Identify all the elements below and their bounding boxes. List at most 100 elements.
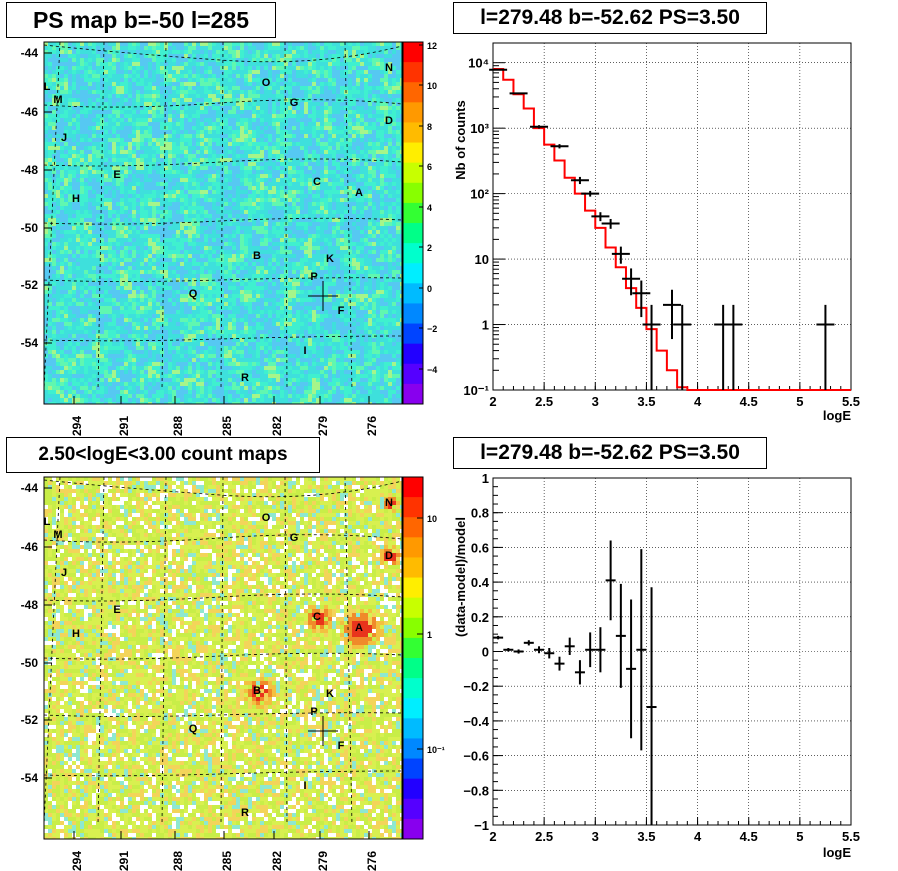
count-source-label: R — [241, 807, 249, 819]
spectrum-data-point — [622, 268, 641, 296]
spectrum-panel — [489, 42, 852, 391]
ps-source-label: P — [310, 271, 317, 283]
residual-y-tick: 0.4 — [471, 575, 490, 590]
residual-frame — [492, 477, 852, 826]
residual-x-tick: 4.5 — [740, 829, 758, 844]
residual-data-point — [585, 632, 596, 668]
spectrum-data-point — [489, 68, 508, 71]
ps-map-y-tick: -52 — [21, 278, 39, 292]
residual-data-point — [626, 599, 637, 739]
spectrum-data-point — [591, 212, 610, 222]
count-source-label: N — [385, 497, 393, 509]
residual-data-point — [523, 640, 534, 646]
count-source-label: H — [72, 628, 80, 640]
ps-map-y-tick: -54 — [21, 336, 39, 350]
spectrum-x-tick: 4 — [694, 394, 702, 409]
spectrum-y-tick: 10⁻¹ — [463, 383, 489, 398]
ps-colorbar-tick: 4 — [427, 203, 432, 213]
spectrum-y-tick: 10 — [475, 252, 489, 267]
ps-map-y-tick: -46 — [21, 105, 39, 119]
residual-y-tick: −0.6 — [463, 749, 489, 764]
count-map-y-tick: -54 — [21, 771, 39, 785]
spectrum-data-point — [663, 289, 681, 340]
ps-source-label: B — [253, 250, 261, 262]
model-step-line — [493, 68, 851, 391]
spectrum-y-tick: 1 — [482, 318, 489, 333]
residual-data-point — [554, 656, 565, 671]
ps-map-x-tick: 291 — [117, 416, 131, 436]
residual-y-tick: 0 — [482, 645, 489, 660]
ps-map-y-tick: -50 — [21, 221, 39, 235]
count-source-label: J — [61, 567, 67, 579]
count-colorbar-tick: 10 — [427, 514, 437, 524]
count-map-x-tick: 279 — [316, 851, 330, 871]
count-source-label: C — [313, 611, 321, 623]
spectrum-data-point — [816, 304, 835, 390]
residual-x-tick: 2 — [489, 829, 496, 844]
count-map-x-tick: 294 — [70, 851, 84, 871]
residual-data-point — [595, 627, 606, 673]
residual-data-point — [636, 549, 647, 751]
count-map-panel — [43, 476, 424, 840]
ps-source-label: I — [303, 345, 306, 357]
count-source-label: E — [113, 604, 120, 616]
count-colorbar-tick: 1 — [427, 630, 432, 640]
spectrum-y-tick: 10² — [470, 187, 489, 202]
spectrum-x-tick: 3 — [592, 394, 599, 409]
ps-source-label: O — [262, 77, 271, 89]
ps-map-pixels — [44, 42, 402, 404]
spectrum-frame — [492, 42, 852, 391]
ps-colorbar-tick: 8 — [427, 122, 432, 132]
ps-source-label: D — [385, 115, 393, 127]
residual-data-point — [574, 660, 585, 685]
count-map-title: 2.50<logE<3.00 count maps — [6, 437, 320, 473]
ps-colorbar-tick: 0 — [427, 284, 432, 294]
residual-x-tick: 4 — [694, 829, 702, 844]
ps-map-y-tick: -48 — [21, 163, 39, 177]
spectrum-data-point — [530, 125, 549, 129]
count-map-x-tick: 288 — [171, 851, 185, 871]
residual-grid — [492, 478, 852, 825]
count-map-pixels — [44, 477, 402, 839]
residual-y-tick: −1 — [474, 818, 489, 833]
count-map-x-tick: 291 — [117, 851, 131, 871]
count-source-label: P — [310, 706, 317, 718]
count-source-label: M — [53, 529, 62, 541]
residual-data-point — [615, 583, 626, 688]
ps-map-coordinate-grid — [44, 42, 402, 391]
ps-source-label: Q — [189, 288, 198, 300]
spectrum-x-tick: 2 — [489, 394, 496, 409]
ps-source-label: E — [113, 169, 120, 181]
residual-title: l=279.48 b=-52.62 PS=3.50 — [453, 437, 767, 469]
count-source-label: G — [290, 532, 299, 544]
count-map-y-tick: -46 — [21, 540, 39, 554]
spectrum-x-tick: 2.5 — [535, 394, 553, 409]
ps-source-label: A — [355, 187, 363, 199]
ps-colorbar-tick: −2 — [427, 324, 437, 334]
spectrum-data-point — [724, 304, 743, 390]
spectrum-y-tick: 10³ — [470, 121, 489, 136]
spectrum-data-point — [509, 92, 528, 95]
spectrum-y-label: Nb of counts — [453, 100, 468, 179]
count-map-frame — [43, 476, 403, 840]
ps-colorbar-tick: 2 — [427, 243, 432, 253]
spectrum-x-tick: 5.5 — [842, 394, 860, 409]
count-map-x-tick: 276 — [365, 851, 379, 871]
count-source-label: L — [44, 516, 51, 528]
count-source-label: I — [303, 780, 306, 792]
residual-data-point — [564, 637, 575, 655]
ps-source-label: F — [338, 305, 345, 317]
spectrum-data-point — [714, 304, 733, 390]
ps-source-label: K — [326, 253, 334, 265]
ps-colorbar-tick: 6 — [427, 162, 432, 172]
ps-colorbar — [402, 41, 424, 405]
residual-x-tick: 5 — [796, 829, 803, 844]
residual-y-tick: 0.2 — [471, 610, 489, 625]
spectrum-data-point — [601, 218, 620, 229]
ps-source-label: J — [61, 132, 67, 144]
ps-map-x-tick: 279 — [316, 416, 330, 436]
residual-data-point — [493, 635, 504, 640]
count-map-x-tick: 282 — [270, 851, 284, 871]
count-source-label: O — [262, 512, 271, 524]
ps-colorbar-tick: −4 — [427, 365, 437, 375]
